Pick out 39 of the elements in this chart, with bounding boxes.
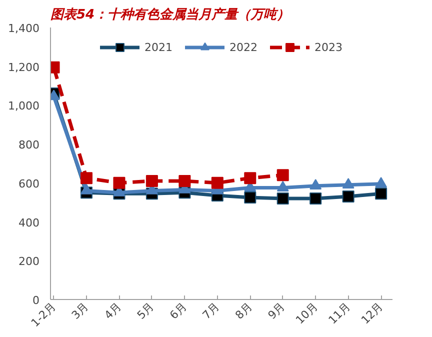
y-tick-label: 800 — [18, 138, 40, 152]
point — [276, 192, 289, 204]
y-tick-label: 0 — [32, 294, 40, 307]
x-tick-label: 9月 — [266, 300, 288, 322]
point — [211, 176, 224, 189]
point — [342, 190, 354, 203]
point — [80, 184, 92, 194]
x-tick-label: 5月 — [134, 300, 157, 322]
point — [178, 174, 191, 187]
point — [244, 172, 256, 184]
legend-label: 2022 — [230, 40, 258, 54]
y-tick-label: 600 — [18, 177, 40, 190]
point — [276, 180, 289, 192]
x-tick-label: 7月 — [200, 300, 222, 322]
point — [310, 192, 322, 204]
x-tick-label: 6月 — [167, 300, 190, 322]
point — [310, 178, 322, 190]
y-tick-label: 1,400 — [8, 22, 40, 35]
legend-label: 2023 — [314, 40, 342, 54]
point — [342, 178, 354, 189]
point — [113, 176, 126, 189]
x-tick-label: 12月 — [358, 300, 386, 327]
legend-label: 2021 — [144, 40, 172, 54]
x-tick-label: 8月 — [232, 300, 255, 322]
chart-title: 图表54：十种有色金属当月产量（万吨） — [50, 6, 290, 22]
x-tick-label: 3月 — [69, 300, 92, 322]
point — [276, 169, 289, 182]
x-tick-label: 11月 — [326, 300, 353, 327]
point — [375, 188, 388, 200]
point — [80, 172, 92, 184]
x-tick-label: 4月 — [102, 300, 124, 322]
y-tick-label: 200 — [18, 255, 40, 268]
point — [244, 192, 256, 204]
point — [146, 174, 158, 187]
point — [375, 177, 388, 188]
x-tick-label: 10月 — [293, 300, 320, 327]
y-tick-label: 1,200 — [8, 60, 40, 74]
y-tick-label: 1,000 — [8, 100, 40, 113]
y-tick-label: 400 — [18, 216, 40, 230]
